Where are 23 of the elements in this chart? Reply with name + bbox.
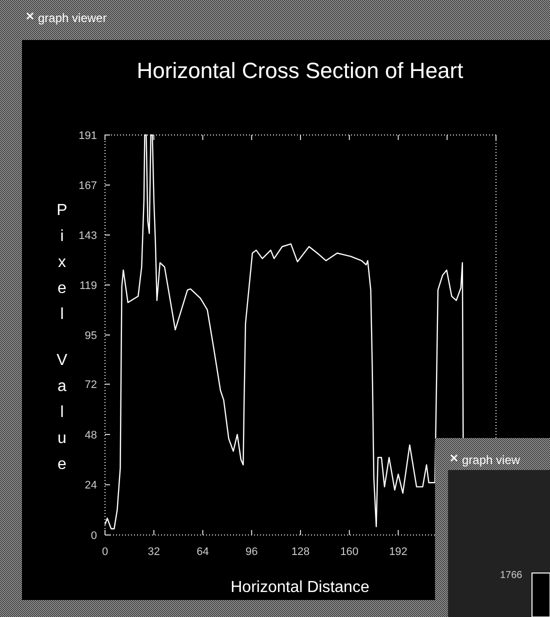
annotation: graph view	[462, 453, 520, 467]
y-tick-label: 48	[84, 429, 97, 442]
y-tick-label: 95	[84, 330, 97, 342]
chart-title: Horizontal Cross Section of Heart	[136, 58, 464, 83]
x-tick-label: 192	[389, 546, 408, 558]
line-series	[104, 134, 464, 530]
y-tick-label: 191	[78, 130, 97, 142]
y-tick-label: 0	[90, 530, 97, 542]
x-tick-label: 32	[148, 546, 160, 558]
x-tick-label: 0	[102, 546, 108, 558]
y-tick-label: 72	[84, 379, 97, 392]
y-tick-label: 143	[78, 230, 97, 242]
x-tick-label: 160	[340, 546, 359, 558]
text: Pixel Value	[56, 202, 68, 473]
x-tick-label: 64	[196, 546, 209, 558]
x-tick-label: 96	[246, 546, 258, 558]
y-tick-label: 119	[79, 280, 97, 292]
text: 1766	[500, 570, 523, 581]
y-tick-label: 24	[84, 480, 97, 492]
x-tick-label: 128	[291, 546, 310, 558]
text: graph viewer	[38, 11, 107, 25]
x-axis-title: Horizontal Distance	[230, 579, 370, 596]
y-tick-label: 167	[78, 180, 97, 192]
